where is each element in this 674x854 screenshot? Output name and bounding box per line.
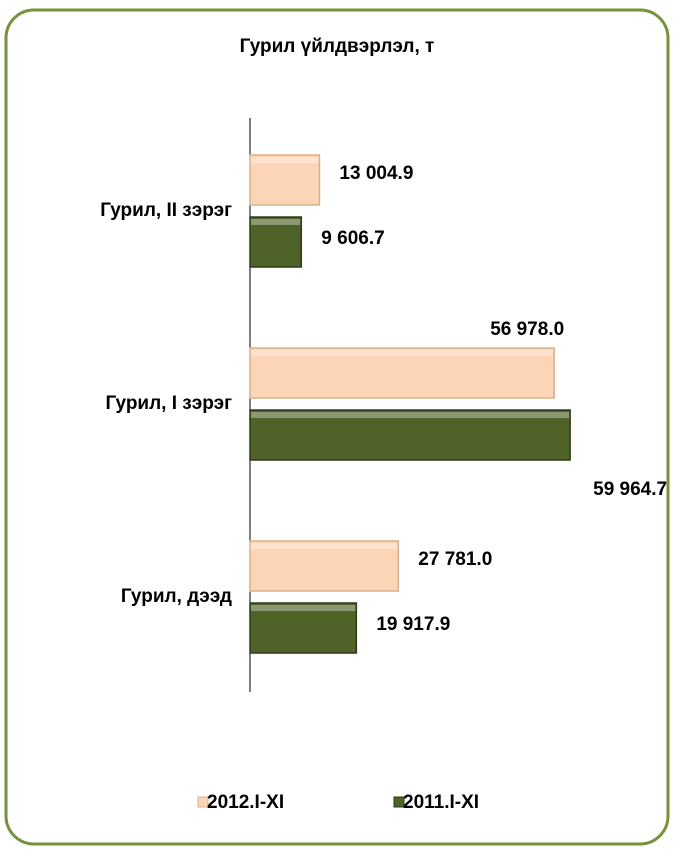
- data-label: 59 964.7: [593, 479, 667, 500]
- bar: [249, 540, 400, 592]
- chart-title: Гурил үйлдвэрлэл, т: [240, 36, 435, 57]
- bar: [249, 216, 303, 268]
- legend-swatch: [197, 796, 209, 808]
- bar: [249, 409, 571, 461]
- bar-highlight: [251, 219, 301, 225]
- bar-highlight: [251, 605, 356, 611]
- category-label: Гурил, II зэрэг: [100, 200, 232, 221]
- data-label: 9 606.7: [321, 228, 384, 249]
- bar: [249, 154, 321, 206]
- bar-highlight: [251, 543, 398, 549]
- bar-highlight: [251, 412, 570, 418]
- legend-label: 2011.I-XI: [403, 792, 479, 813]
- legend-label: 2012.I-XI: [207, 792, 284, 813]
- legend-swatch: [393, 796, 405, 808]
- data-label: 27 781.0: [418, 549, 492, 570]
- category-label: Гурил, дээд: [121, 586, 232, 607]
- data-label: 56 978.0: [490, 319, 564, 340]
- bar-highlight: [251, 157, 319, 163]
- category-label: Гурил, I зэрэг: [105, 393, 232, 414]
- bar: [249, 602, 358, 654]
- bar-highlight: [251, 350, 554, 356]
- data-label: 13 004.9: [339, 163, 413, 184]
- data-label: 19 917.9: [376, 614, 450, 635]
- bar: [249, 347, 555, 399]
